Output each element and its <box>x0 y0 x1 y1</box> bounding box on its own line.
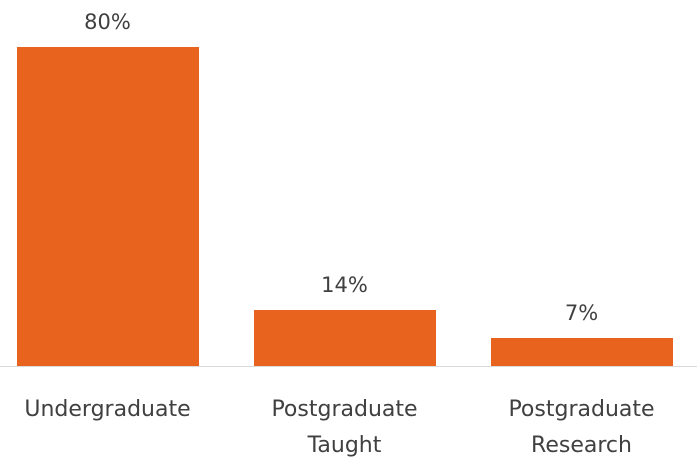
value-label: 7% <box>564 301 599 326</box>
bar <box>16 47 199 366</box>
x-tick-label: Postgraduate Research <box>508 397 655 458</box>
value-label: 80% <box>84 10 131 34</box>
bar <box>253 310 436 366</box>
x-tick-label: Postgraduate Taught <box>271 397 418 458</box>
bar <box>490 338 673 366</box>
value-label: 14% <box>321 273 368 298</box>
x-tick-label: Undergraduate <box>24 397 191 422</box>
x-axis-line <box>0 366 697 367</box>
